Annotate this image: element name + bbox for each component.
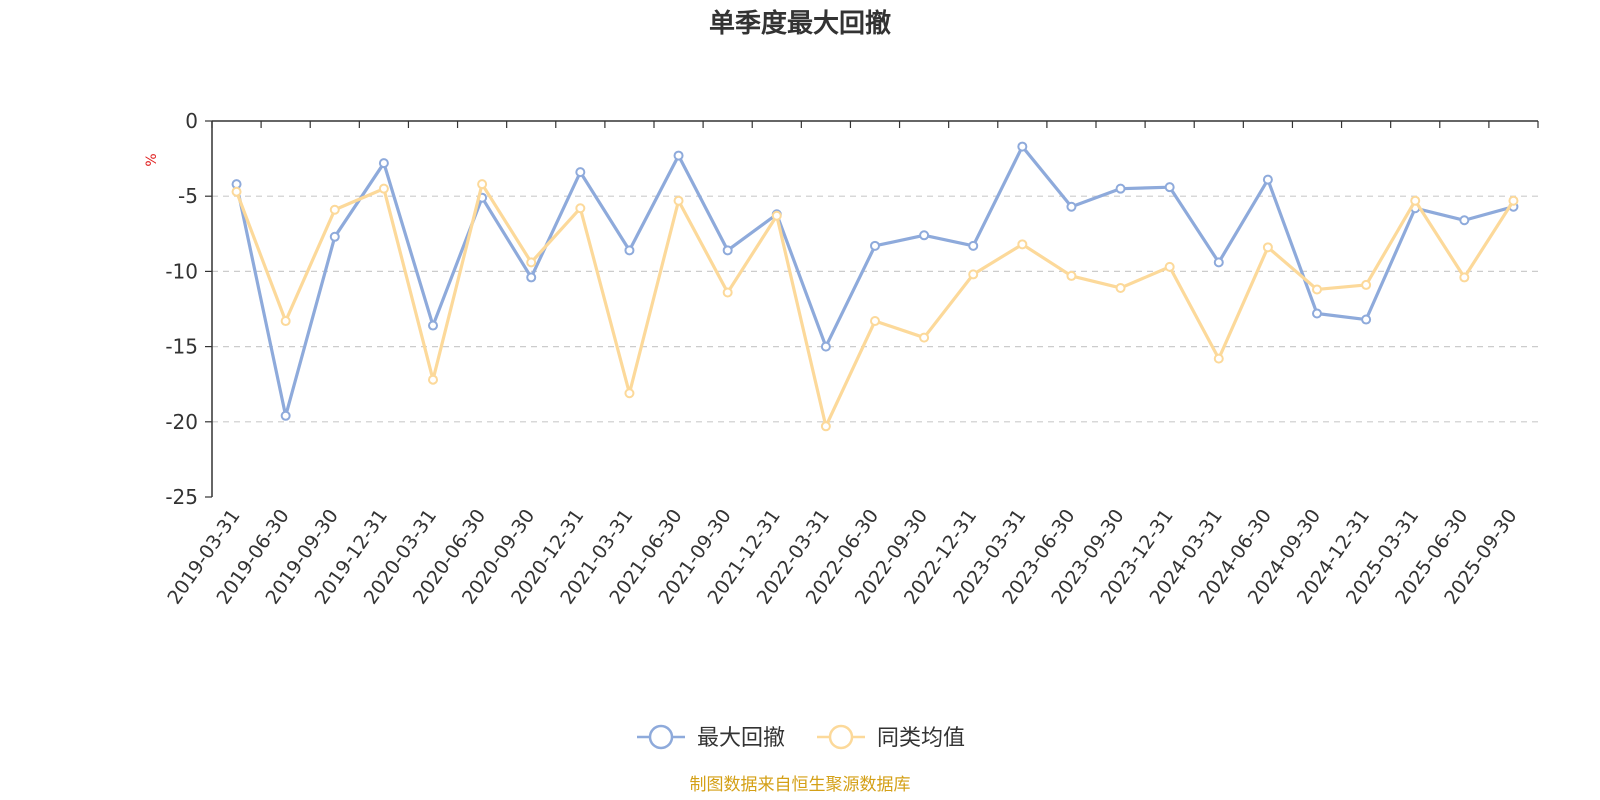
y-axis-unit: % bbox=[144, 153, 160, 166]
data-point bbox=[820, 341, 831, 352]
legend-item-2[interactable]: 同类均值 bbox=[817, 724, 965, 751]
data-point bbox=[771, 210, 782, 221]
data-point bbox=[1066, 270, 1077, 281]
data-point bbox=[1017, 141, 1028, 152]
data-point bbox=[526, 257, 537, 268]
series-line bbox=[234, 144, 1514, 418]
legend-marker bbox=[648, 724, 674, 750]
data-point bbox=[624, 388, 635, 399]
data-point bbox=[1115, 183, 1126, 194]
data-point bbox=[1312, 284, 1322, 295]
data-point bbox=[820, 421, 831, 432]
data-point bbox=[1115, 282, 1126, 293]
y-tick-label: -10 bbox=[165, 259, 198, 283]
data-point bbox=[575, 203, 586, 214]
data-point bbox=[1164, 261, 1175, 272]
data-point bbox=[477, 179, 488, 190]
data-point bbox=[968, 240, 979, 251]
data-point bbox=[329, 204, 340, 215]
data-point bbox=[1361, 314, 1372, 325]
y-tick-label: -20 bbox=[165, 410, 198, 434]
data-point bbox=[280, 316, 291, 327]
data-point bbox=[231, 186, 242, 197]
data-point bbox=[722, 245, 733, 256]
data-point bbox=[280, 410, 291, 421]
data-point bbox=[378, 183, 389, 194]
data-point bbox=[1066, 201, 1077, 212]
data-point bbox=[1410, 195, 1421, 206]
series-1 bbox=[231, 141, 1519, 421]
data-point bbox=[722, 287, 733, 298]
data-point bbox=[428, 320, 438, 331]
grid bbox=[212, 195, 1538, 423]
data-point bbox=[1508, 195, 1519, 206]
data-point bbox=[1017, 239, 1028, 250]
y-tick-label: -15 bbox=[165, 335, 198, 359]
series bbox=[231, 141, 1519, 432]
legend-label: 最大回撤 bbox=[697, 726, 785, 751]
y-tick-label: -5 bbox=[178, 184, 198, 208]
data-point bbox=[673, 195, 684, 206]
legend[interactable]: 最大回撤 同类均值 bbox=[637, 724, 965, 751]
data-point bbox=[870, 240, 880, 251]
legend-marker bbox=[828, 724, 854, 750]
source-note: 制图数据来自恒生聚源数据库 bbox=[690, 775, 911, 795]
data-point bbox=[624, 245, 635, 256]
data-point bbox=[673, 150, 684, 161]
chart-title: 单季度最大回撤 bbox=[709, 8, 891, 39]
data-point bbox=[1262, 242, 1273, 253]
data-point bbox=[1361, 279, 1372, 290]
data-point bbox=[329, 231, 340, 242]
data-point bbox=[870, 316, 880, 327]
legend-item-1[interactable]: 最大回撤 bbox=[637, 724, 785, 751]
data-point bbox=[378, 158, 389, 169]
data-point bbox=[919, 230, 930, 241]
legend-label: 同类均值 bbox=[877, 726, 965, 751]
y-tick-label: -25 bbox=[165, 485, 198, 509]
data-point bbox=[1459, 272, 1470, 283]
data-point bbox=[428, 374, 438, 385]
series-2 bbox=[231, 179, 1519, 432]
data-point bbox=[1312, 308, 1322, 319]
data-point bbox=[1459, 215, 1470, 226]
data-point bbox=[1164, 182, 1175, 193]
data-point bbox=[1262, 174, 1273, 185]
data-point bbox=[968, 269, 979, 280]
data-point bbox=[1213, 353, 1224, 364]
data-point bbox=[526, 272, 537, 283]
data-point bbox=[575, 167, 586, 178]
y-tick-label: 0 bbox=[185, 109, 198, 133]
data-point bbox=[1213, 257, 1224, 268]
data-point bbox=[919, 332, 930, 343]
